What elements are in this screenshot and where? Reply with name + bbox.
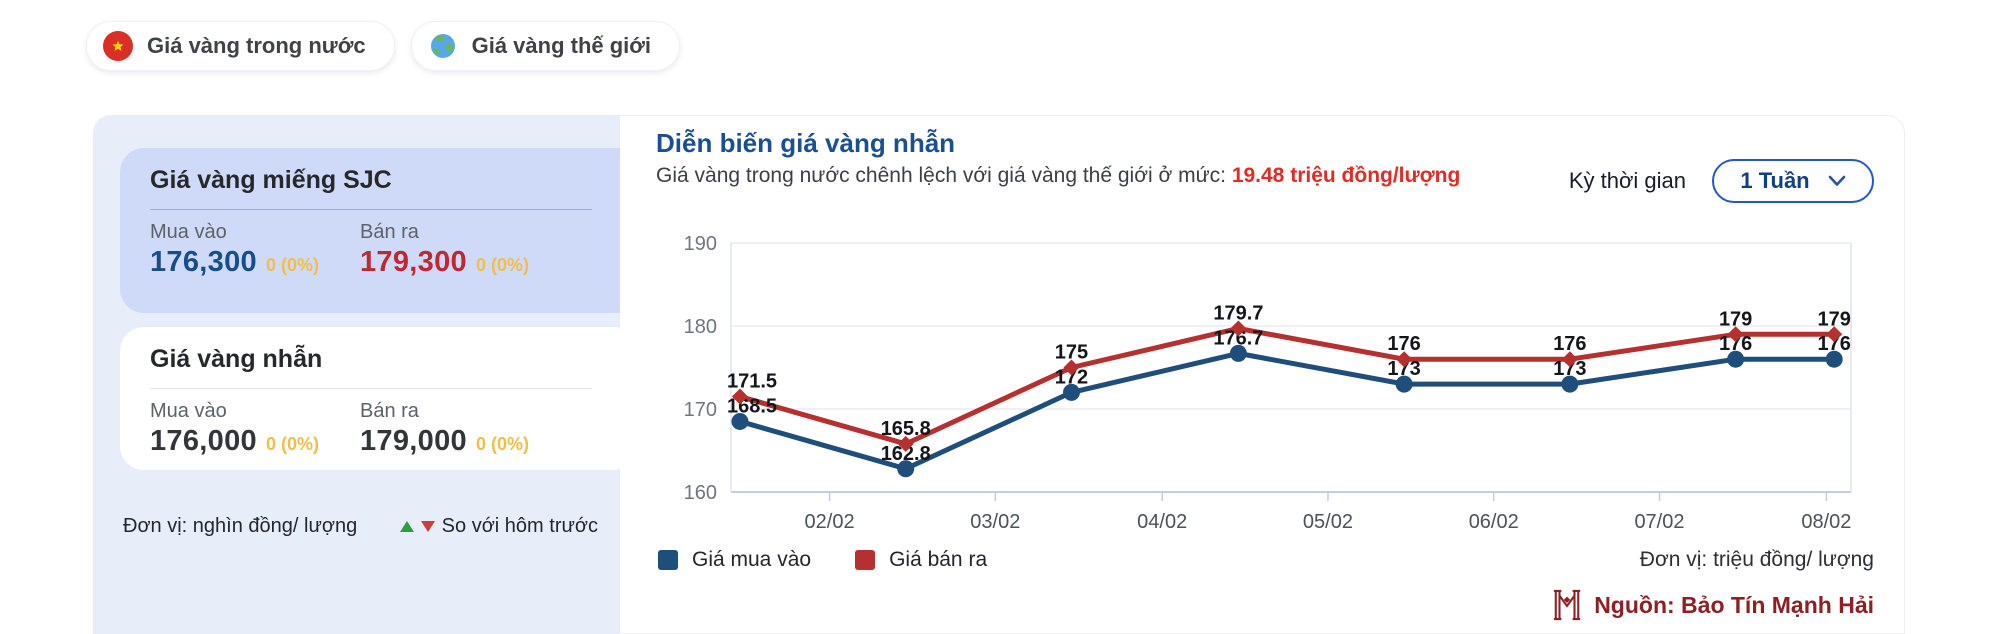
chart-legend: Giá mua vào Giá bán ra Đơn vị: triệu đồn…	[658, 548, 1874, 572]
sjc-sell-value: 179,300	[360, 246, 467, 278]
svg-text:173: 173	[1553, 358, 1586, 380]
svg-text:180: 180	[684, 316, 717, 338]
sell-series-label: Giá bán ra	[889, 548, 988, 571]
divider	[150, 388, 592, 389]
svg-text:179: 179	[1818, 308, 1851, 330]
compare-note-wrap: So với hôm trước	[399, 515, 598, 538]
svg-text:162.8: 162.8	[881, 443, 931, 465]
period-control: Kỳ thời gian 1 Tuần	[1569, 159, 1874, 203]
svg-text:172: 172	[1055, 366, 1088, 388]
tab-domestic-gold[interactable]: Giá vàng trong nước	[86, 21, 395, 71]
tab-domestic-label: Giá vàng trong nước	[147, 33, 366, 58]
svg-text:08/02: 08/02	[1801, 511, 1851, 533]
period-label: Kỳ thời gian	[1568, 168, 1686, 193]
price-sidebar: Giá vàng miếng SJC Mua vào 176,300 0 (0%…	[93, 115, 620, 634]
card-ring-title: Giá vàng nhẫn	[150, 345, 323, 373]
buy-series-label: Giá mua vào	[692, 548, 812, 571]
sjc-buy-change: 0 (0%)	[265, 255, 319, 275]
sidebar-footnotes: Đơn vị: nghìn đồng/ lượng So với hôm trư…	[123, 515, 598, 538]
price-chart-svg: 160 170 180 190 02/02 03/02 04/02 05/02 06/02 07/…	[684, 233, 1852, 533]
svg-text:179.7: 179.7	[1213, 302, 1263, 324]
svg-text:160: 160	[684, 482, 717, 504]
svg-text:05/02: 05/02	[1303, 511, 1353, 533]
tab-world-label: Giá vàng thế giới	[471, 33, 652, 58]
divider	[150, 209, 592, 210]
legend-item-buy[interactable]: Giá mua vào	[658, 548, 811, 572]
svg-text:179: 179	[1719, 308, 1752, 330]
legend-item-sell[interactable]: Giá bán ra	[855, 548, 987, 572]
period-dropdown[interactable]: 1 Tuần	[1712, 159, 1874, 203]
sidebar-unit-note: Đơn vị: nghìn đồng/ lượng	[123, 515, 358, 537]
card-gold-ring[interactable]: Giá vàng nhẫn Mua vào 176,000 0 (0%) Bán…	[120, 327, 620, 470]
chart-unit-note: Đơn vị: triệu đồng/ lượng	[1639, 548, 1874, 571]
compare-note: So với hôm trước	[441, 515, 598, 537]
svg-text:06/02: 06/02	[1469, 511, 1519, 533]
card-sjc-title: Giá vàng miếng SJC	[150, 166, 392, 194]
ring-sell-value: 179,000	[360, 425, 467, 457]
svg-text:03/02: 03/02	[970, 511, 1020, 533]
down-triangle-icon	[420, 521, 435, 532]
sell-label: Bán ra	[360, 400, 419, 422]
svg-text:04/02: 04/02	[1137, 511, 1187, 533]
chart-title: Diễn biến giá vàng nhẫn	[656, 128, 956, 158]
chart-card: Diễn biến giá vàng nhẫn Giá vàng trong n…	[620, 115, 1905, 634]
source-text: Nguồn: Bảo Tín Mạnh Hải	[1594, 591, 1874, 618]
gold-price-tabs: Giá vàng trong nước Giá vàng thế giới	[86, 21, 681, 71]
up-triangle-icon	[399, 521, 414, 532]
ring-buy-change: 0 (0%)	[265, 434, 319, 454]
buy-label: Mua vào	[150, 221, 227, 243]
tab-world-gold[interactable]: Giá vàng thế giới	[410, 21, 681, 71]
chart-subtitle-prefix: Giá vàng trong nước chênh lệch với giá v…	[656, 164, 1232, 187]
svg-text:171.5: 171.5	[727, 371, 777, 393]
sjc-buy-value: 176,300	[150, 246, 257, 278]
card-sjc-gold-bar[interactable]: Giá vàng miếng SJC Mua vào 176,300 0 (0%…	[120, 148, 620, 313]
chart-subtitle: Giá vàng trong nước chênh lệch với giá v…	[656, 164, 1460, 188]
svg-text:176: 176	[1719, 333, 1752, 355]
svg-text:176: 176	[1387, 333, 1420, 355]
bao-tin-manh-hai-logo	[1552, 588, 1582, 622]
svg-text:170: 170	[684, 399, 717, 421]
sell-label: Bán ra	[360, 221, 419, 243]
svg-text:176: 176	[1553, 333, 1586, 355]
gold-price-panel: Giá vàng miếng SJC Mua vào 176,300 0 (0%…	[93, 115, 1905, 634]
sjc-sell-change: 0 (0%)	[475, 255, 529, 275]
svg-text:176: 176	[1818, 333, 1851, 355]
chevron-down-icon	[1828, 175, 1846, 187]
ring-sell-change: 0 (0%)	[475, 434, 529, 454]
svg-text:190: 190	[684, 233, 717, 255]
svg-text:176.7: 176.7	[1213, 327, 1263, 349]
buy-series-swatch	[658, 550, 678, 570]
chart-subtitle-highlight: 19.48 triệu đồng/lượng	[1231, 164, 1461, 187]
svg-text:07/02: 07/02	[1634, 511, 1684, 533]
ring-buy-value: 176,000	[150, 425, 257, 457]
svg-text:173: 173	[1387, 358, 1420, 380]
sell-series-swatch	[855, 550, 876, 570]
period-value: 1 Tuần	[1740, 168, 1810, 193]
source-row: Nguồn: Bảo Tín Mạnh Hải	[1552, 588, 1874, 622]
vietnam-flag-icon	[103, 31, 133, 61]
globe-icon	[428, 31, 458, 61]
buy-label: Mua vào	[150, 400, 227, 422]
svg-text:165.8: 165.8	[881, 418, 931, 440]
svg-text:02/02: 02/02	[805, 511, 855, 533]
svg-text:175: 175	[1055, 342, 1088, 364]
